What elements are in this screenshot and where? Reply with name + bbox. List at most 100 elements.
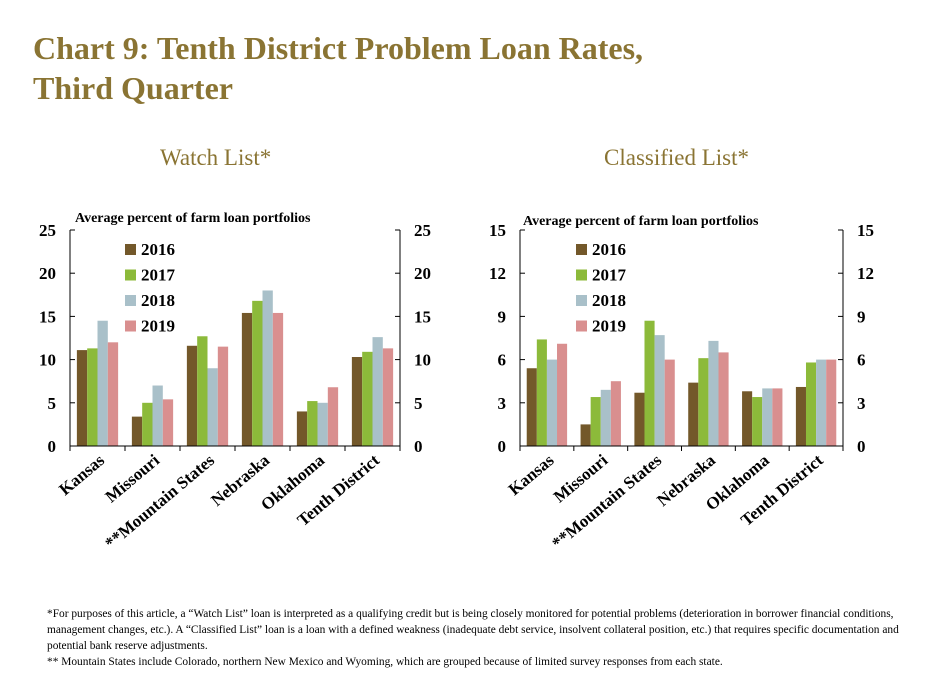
bar-2019-mountain-states bbox=[217, 346, 229, 446]
y-tick-label-left: 15 bbox=[39, 307, 56, 326]
bar-2017-missouri bbox=[590, 397, 601, 446]
bar-2018-mountain-states bbox=[207, 368, 218, 446]
bar-2017-tenth-district bbox=[362, 351, 373, 446]
legend-label-2019: 2019 bbox=[592, 317, 626, 336]
bar-2019-nebraska bbox=[272, 312, 284, 446]
bar-2018-oklahoma bbox=[317, 402, 328, 446]
bar-2019-oklahoma bbox=[327, 387, 339, 446]
legend-swatch-2016 bbox=[125, 244, 136, 255]
y-tick-label-right: 5 bbox=[414, 394, 423, 413]
y-tick-label-right: 20 bbox=[414, 264, 431, 283]
bar-2018-nebraska bbox=[262, 290, 273, 446]
title-line-1: Chart 9: Tenth District Problem Loan Rat… bbox=[33, 30, 644, 66]
legend-swatch-2017 bbox=[125, 269, 136, 281]
bar-2016-nebraska bbox=[241, 312, 253, 446]
legend-swatch-2016 bbox=[576, 244, 587, 255]
bar-2016-mountain-states bbox=[186, 345, 198, 446]
y-tick-label-left: 0 bbox=[498, 437, 507, 456]
bar-2016-oklahoma bbox=[742, 391, 753, 446]
bar-2018-mountain-states bbox=[654, 335, 665, 446]
legend-label-2018: 2018 bbox=[141, 291, 175, 310]
bar-2018-nebraska bbox=[708, 340, 719, 446]
y-tick-label-right: 25 bbox=[414, 221, 431, 240]
classified-list-title: Classified List* bbox=[604, 145, 750, 170]
y-tick-label-left: 25 bbox=[39, 221, 56, 240]
chart-main-title: Chart 9: Tenth District Problem Loan Rat… bbox=[33, 28, 643, 108]
watch-list-title: Watch List* bbox=[160, 145, 272, 170]
y-tick-label-right: 0 bbox=[414, 437, 423, 456]
y-tick-label-right: 15 bbox=[414, 307, 431, 326]
legend-swatch-2018 bbox=[576, 295, 587, 306]
bar-2019-missouri bbox=[162, 399, 174, 446]
footnote-mountain-states: ** Mountain States include Colorado, nor… bbox=[47, 656, 723, 668]
y-tick-label-right: 3 bbox=[857, 394, 866, 413]
bar-2019-nebraska bbox=[718, 352, 729, 446]
bar-2016-missouri bbox=[580, 424, 591, 446]
legend-swatch-2018 bbox=[125, 295, 136, 306]
legend-swatch-2019 bbox=[125, 320, 136, 332]
y-tick-label-left: 10 bbox=[39, 351, 56, 370]
bar-2018-kansas bbox=[546, 359, 558, 446]
y-tick-label-left: 3 bbox=[498, 394, 507, 413]
bar-2019-mountain-states bbox=[664, 359, 675, 446]
bar-2017-kansas bbox=[87, 348, 98, 446]
y-tick-label-left: 15 bbox=[489, 221, 506, 240]
bar-2018-missouri bbox=[600, 389, 611, 446]
bar-2016-kansas bbox=[526, 368, 537, 446]
bar-2018-tenth-district bbox=[816, 359, 827, 446]
y-tick-label-left: 20 bbox=[39, 264, 56, 283]
bar-2016-kansas bbox=[76, 350, 88, 446]
legend-label-2019: 2019 bbox=[141, 317, 175, 336]
y-tick-label-left: 6 bbox=[498, 351, 507, 370]
legend-label-2018: 2018 bbox=[592, 291, 626, 310]
bar-2016-tenth-district bbox=[795, 386, 806, 446]
y-tick-label-right: 15 bbox=[857, 221, 874, 240]
bar-2016-nebraska bbox=[688, 382, 699, 446]
title-line-2: Third Quarter bbox=[33, 70, 233, 106]
bar-2018-missouri bbox=[152, 385, 163, 446]
bar-2017-mountain-states bbox=[644, 320, 655, 446]
bar-2019-tenth-district bbox=[382, 348, 394, 446]
legend-swatch-2017 bbox=[576, 269, 587, 281]
y-tick-label-left: 0 bbox=[48, 437, 57, 456]
bar-2017-nebraska bbox=[698, 358, 709, 446]
bar-2018-oklahoma bbox=[762, 388, 773, 446]
bar-2017-nebraska bbox=[252, 300, 263, 446]
y-axis-label: Average percent of farm loan portfolios bbox=[523, 214, 759, 229]
bar-2016-missouri bbox=[131, 416, 143, 446]
y-tick-label-right: 9 bbox=[857, 307, 866, 326]
y-tick-label-left: 12 bbox=[489, 264, 506, 283]
y-axis-label: Average percent of farm loan portfolios bbox=[75, 211, 311, 226]
y-tick-label-right: 10 bbox=[414, 351, 431, 370]
legend-label-2017: 2017 bbox=[141, 266, 176, 285]
bar-2017-oklahoma bbox=[752, 397, 763, 446]
bar-2018-kansas bbox=[97, 320, 108, 446]
bar-2016-mountain-states bbox=[634, 392, 645, 446]
y-tick-label-right: 0 bbox=[857, 437, 866, 456]
footnote-definitions: *For purposes of this article, a “Watch … bbox=[47, 608, 899, 652]
bar-2019-kansas bbox=[107, 342, 119, 446]
bar-2018-tenth-district bbox=[372, 337, 383, 446]
bar-2019-missouri bbox=[610, 381, 621, 446]
bar-2019-oklahoma bbox=[772, 388, 783, 446]
classified-list-chart: Average percent of farm loan portfolios 0… bbox=[489, 214, 874, 553]
y-tick-label-right: 12 bbox=[857, 264, 874, 283]
bar-2017-mountain-states bbox=[197, 336, 208, 446]
bar-2017-oklahoma bbox=[307, 401, 318, 446]
legend-label-2016: 2016 bbox=[592, 240, 626, 259]
bar-2017-tenth-district bbox=[805, 362, 817, 446]
bar-2016-oklahoma bbox=[296, 411, 308, 446]
footnotes: *For purposes of this article, a “Watch … bbox=[47, 606, 907, 670]
y-tick-label-right: 6 bbox=[857, 351, 866, 370]
watch-list-chart: Average percent of farm loan portfolios 0… bbox=[39, 211, 431, 553]
bar-2017-missouri bbox=[142, 402, 153, 446]
legend-label-2016: 2016 bbox=[141, 240, 175, 259]
bar-2016-tenth-district bbox=[351, 357, 363, 446]
legend-swatch-2019 bbox=[576, 320, 587, 332]
bar-2019-kansas bbox=[557, 343, 568, 446]
y-tick-label-left: 5 bbox=[48, 394, 57, 413]
y-tick-label-left: 9 bbox=[498, 307, 507, 326]
bar-2017-kansas bbox=[536, 339, 547, 446]
bar-2019-tenth-district bbox=[826, 359, 837, 446]
legend-label-2017: 2017 bbox=[592, 266, 627, 285]
